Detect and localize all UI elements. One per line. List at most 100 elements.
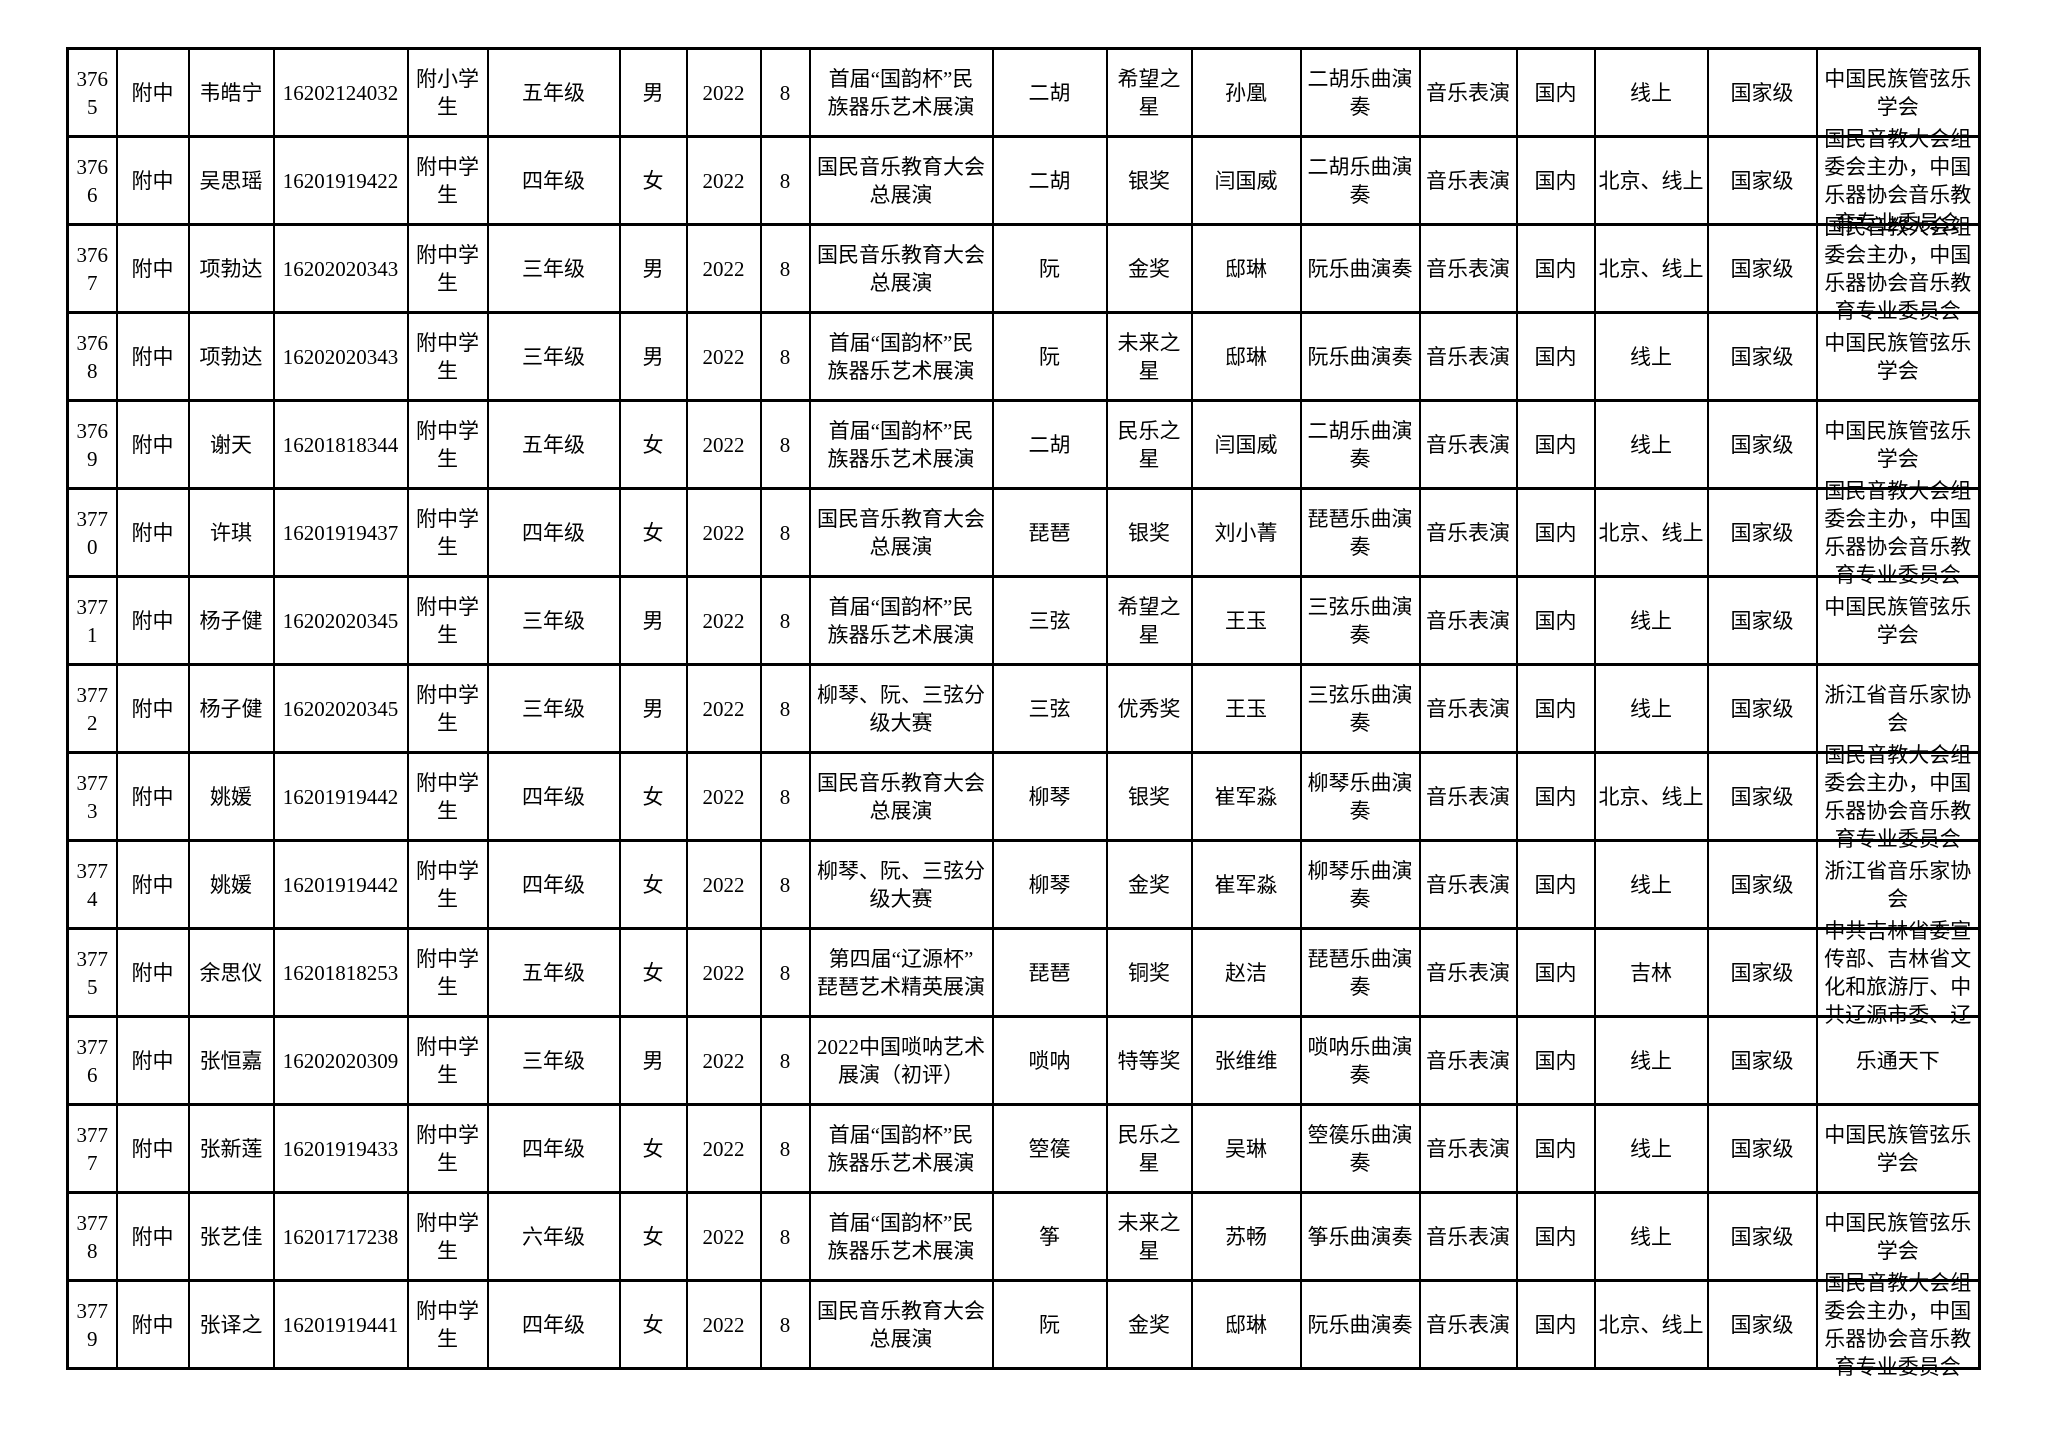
table-cell: 男: [618, 663, 688, 754]
cell-text: 国内: [1534, 1048, 1577, 1073]
table-cell: 线上: [1593, 575, 1709, 666]
cell-text: 首届“国韵杯”民 族器乐艺术展演: [827, 594, 975, 647]
cell-text: 银奖: [1128, 784, 1170, 809]
cell-text: 8: [779, 344, 791, 369]
cell-text: 女: [642, 1312, 664, 1337]
cell-text: 16201919422: [282, 168, 399, 193]
cell-text: 首届“国韵杯”民 族器乐艺术展演: [827, 66, 975, 119]
cell-text: 8: [779, 696, 791, 721]
table-cell: 国民音教大会组 委会主办，中国 乐器协会音乐教 育专业委员会: [1815, 1271, 1981, 1379]
cell-text: 附中: [131, 960, 174, 985]
table-cell: 首届“国韵杯”民 族器乐艺术展演: [808, 575, 994, 666]
table-cell: 阮: [991, 311, 1108, 402]
table-cell: 五年级: [486, 47, 621, 138]
table-cell: 吉林: [1593, 927, 1709, 1018]
table-cell: 张恒嘉: [187, 1015, 275, 1106]
table-cell: 国民音乐教育大会 总展演: [808, 135, 994, 226]
table-cell: 8: [759, 663, 811, 754]
table-cell: 16201818344: [272, 399, 409, 490]
cell-text: 音乐表演: [1426, 608, 1510, 633]
table-cell: 国家级: [1706, 839, 1818, 930]
table-cell: 8: [759, 1191, 811, 1282]
cell-text: 唢呐: [1028, 1048, 1071, 1073]
table-cell: 国民音乐教育大会 总展演: [808, 1279, 994, 1370]
cell-text: 北京、线上: [1598, 520, 1704, 545]
cell-text: 第四届“辽源杯” 琵琶艺术精英展演: [817, 946, 985, 999]
table-cell: 3772: [66, 663, 118, 754]
table-cell: 阮乐曲演奏: [1299, 223, 1421, 314]
table-cell: 浙江省音乐家协 会: [1815, 663, 1981, 754]
cell-text: 2022: [702, 608, 745, 633]
table-cell: 浙江省音乐家协 会: [1815, 839, 1981, 930]
table-row: 3778 附中 张艺佳 16201717238 附中学 生 六年级 女 2022 8 首届“国韵杯…: [66, 1191, 1981, 1282]
table-row: 3767 附中 项勃达 16202020343 附中学 生 三年级 男 2022 8 国民音乐教育…: [66, 215, 1981, 323]
cell-text: 民乐之 星: [1117, 418, 1181, 471]
table-cell: 附中: [115, 751, 190, 842]
cell-text: 附中: [131, 168, 174, 193]
table-cell: 3768: [66, 311, 118, 402]
cell-text: 2022: [702, 1224, 745, 1249]
cell-text: 附小学 生: [416, 66, 479, 119]
cell-text: 首届“国韵杯”民 族器乐艺术展演: [827, 418, 975, 471]
table-cell: 附中: [115, 1103, 190, 1194]
table-row: 3772 附中 杨子健 16202020345 附中学 生 三年级 男 2022 8 柳琴、阮、三…: [66, 663, 1981, 754]
cell-text: 国家级: [1730, 168, 1794, 193]
table-cell: 附中: [115, 223, 190, 314]
cell-text: 阮: [1039, 256, 1060, 281]
cell-text: 国民音教大会组 委会主办，中国 乐器协会音乐教 育专业委员会: [1824, 214, 1972, 323]
cell-text: 8: [779, 1224, 791, 1249]
cell-text: 国民音教大会组 委会主办，中国 乐器协会音乐教 育专业委员会: [1824, 1270, 1972, 1379]
cell-text: 北京、线上: [1598, 784, 1704, 809]
cell-text: 3779: [76, 1298, 109, 1351]
cell-text: 8: [779, 1312, 791, 1337]
table-cell: 琵琶乐曲演 奏: [1299, 487, 1421, 578]
table-cell: 附中学 生: [406, 135, 489, 226]
cell-text: 附中学 生: [416, 1122, 479, 1175]
cell-text: 附中学 生: [416, 330, 479, 383]
cell-text: 金奖: [1128, 256, 1170, 281]
table-cell: 16202020309: [272, 1015, 409, 1106]
table-cell: 北京、线上: [1593, 223, 1709, 314]
cell-text: 音乐表演: [1426, 960, 1510, 985]
cell-text: 国民音乐教育大会 总展演: [817, 506, 985, 559]
cell-text: 三弦: [1028, 608, 1071, 633]
table-cell: 许琪: [187, 487, 275, 578]
table-cell: 国家级: [1706, 1015, 1818, 1106]
table-cell: 3766: [66, 135, 118, 226]
cell-text: 音乐表演: [1426, 872, 1510, 897]
cell-text: 3774: [76, 858, 109, 911]
cell-text: 男: [642, 344, 664, 369]
table-cell: 3774: [66, 839, 118, 930]
table-cell: 8: [759, 223, 811, 314]
table-cell: 音乐表演: [1418, 135, 1518, 226]
table-cell: 张译之: [187, 1279, 275, 1370]
table-cell: 附中学 生: [406, 311, 489, 402]
table-cell: 四年级: [486, 839, 621, 930]
table-cell: 国内: [1515, 311, 1596, 402]
cell-text: 附中学 生: [416, 946, 479, 999]
table-cell: 中国民族管弦乐 学会: [1815, 1191, 1981, 1282]
cell-text: 筝乐曲演奏: [1307, 1224, 1413, 1249]
table-cell: 王玉: [1190, 663, 1302, 754]
cell-text: 唢呐乐曲演 奏: [1307, 1034, 1413, 1087]
table-cell: 音乐表演: [1418, 751, 1518, 842]
cell-text: 16202020309: [282, 1048, 399, 1073]
cell-text: 8: [779, 872, 791, 897]
table-cell: 2022: [685, 223, 762, 314]
table-cell: 16201919433: [272, 1103, 409, 1194]
table-cell: 柳琴: [991, 751, 1108, 842]
table-cell: 箜篌: [991, 1103, 1108, 1194]
table-cell: 姚媛: [187, 839, 275, 930]
cell-text: 附中学 生: [416, 1034, 479, 1087]
cell-text: 中国民族管弦乐 学会: [1824, 330, 1972, 383]
table-cell: 韦皓宁: [187, 47, 275, 138]
cell-text: 中国民族管弦乐 学会: [1824, 418, 1972, 471]
table-cell: 银奖: [1105, 751, 1193, 842]
table-cell: 闫国威: [1190, 399, 1302, 490]
table-cell: 音乐表演: [1418, 839, 1518, 930]
table-cell: 国民音教大会组 委会主办，中国 乐器协会音乐教 育专业委员会: [1815, 479, 1981, 587]
cell-text: 北京、线上: [1598, 256, 1704, 281]
table-cell: 线上: [1593, 311, 1709, 402]
cell-text: 16201919442: [282, 872, 399, 897]
table-cell: 附中: [115, 399, 190, 490]
